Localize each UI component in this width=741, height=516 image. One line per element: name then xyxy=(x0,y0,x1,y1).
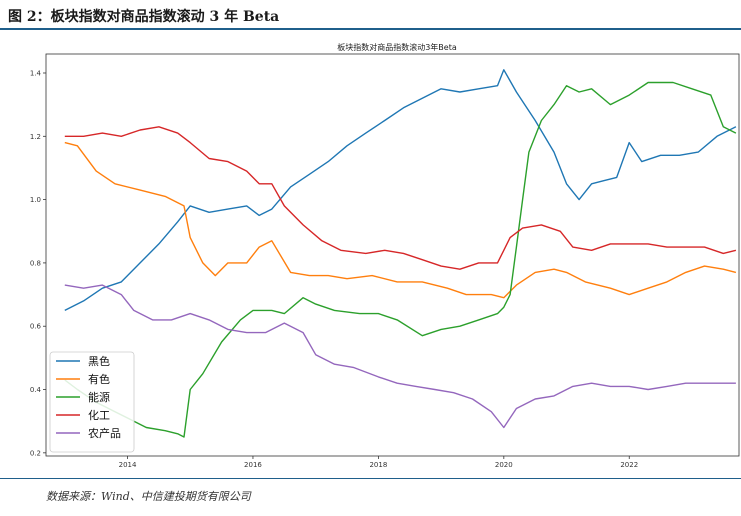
beta-line-chart: 板块指数对商品指数滚动3年Beta 2014 2016 2018 2020 2022 0.… xyxy=(30,42,740,469)
y-tick-label: 0.2 xyxy=(30,449,41,457)
series-line-1 xyxy=(64,141,737,299)
chart-title: 板块指数对商品指数滚动3年Beta xyxy=(337,42,457,52)
series-lines xyxy=(64,69,737,438)
x-tick-label: 2014 xyxy=(119,461,137,469)
axes: 2014 2016 2018 2020 2022 0.2 0.4 0.6 0.8 1.0 1.2 1.… xyxy=(30,69,638,469)
plot-area xyxy=(45,53,740,457)
y-tick-label: 0.8 xyxy=(30,259,41,267)
figure-title: 图 2：板块指数对商品指数滚动 3 年 Beta xyxy=(8,9,280,25)
series-line-2 xyxy=(64,81,737,438)
legend-entry: 有色 xyxy=(88,372,110,386)
legend-entry: 化工 xyxy=(88,408,110,422)
y-tick-label: 1.2 xyxy=(30,133,41,141)
y-tick-label: 0.6 xyxy=(30,323,42,331)
legend-entry: 农产品 xyxy=(88,426,121,440)
x-tick-label: 2022 xyxy=(620,461,638,469)
title-rule xyxy=(0,28,741,30)
series-line-3 xyxy=(64,126,737,270)
x-tick-label: 2018 xyxy=(369,461,387,469)
series-line-4 xyxy=(64,284,736,429)
y-tick-label: 0.4 xyxy=(30,386,42,394)
legend-box xyxy=(49,351,135,453)
y-tick-label: 1.0 xyxy=(30,196,41,204)
data-source-note: 数据来源：Wind、中信建投期货有限公司 xyxy=(46,490,251,503)
source-rule xyxy=(0,478,741,479)
x-tick-label: 2020 xyxy=(495,461,513,469)
series-line-0 xyxy=(64,69,737,312)
legend-entry: 能源 xyxy=(88,390,110,404)
legend-entry: 黑色 xyxy=(88,354,110,368)
x-tick-label: 2016 xyxy=(244,461,262,469)
y-tick-label: 1.4 xyxy=(30,69,42,77)
